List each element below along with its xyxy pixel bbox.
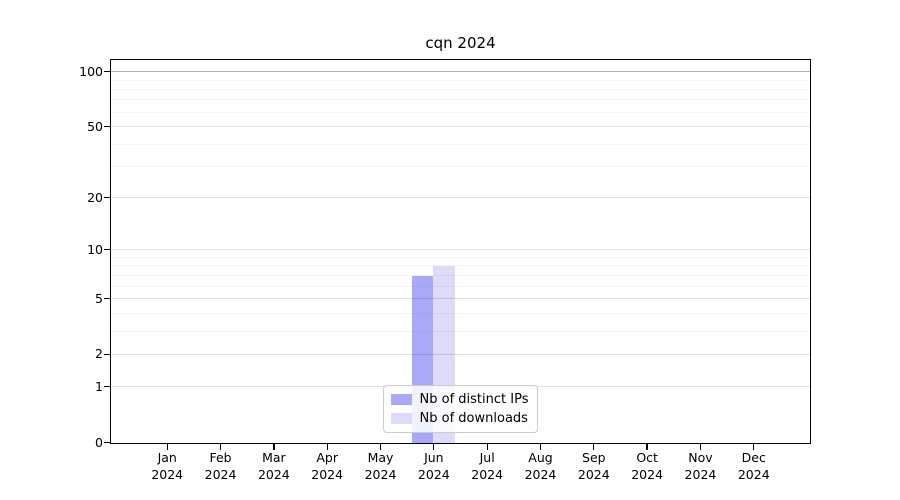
x-axis-tick-label-apr: Apr 2024 [297, 450, 357, 483]
x-axis-tick-label-mar: Mar 2024 [244, 450, 304, 483]
x-axis-tick [699, 444, 702, 450]
x-axis-tick [326, 444, 328, 450]
x-axis-tick-label-jun: Jun 2024 [404, 450, 464, 483]
legend-swatch-distinct-ips [390, 394, 412, 405]
x-axis-tick [219, 444, 222, 450]
plot-area: Nb of distinct IPs Nb of downloads [110, 59, 811, 444]
minor-gridline [111, 256, 810, 258]
minor-gridline [111, 312, 810, 314]
minor-gridline [111, 274, 810, 276]
x-axis-tick-label-oct: Oct 2024 [617, 450, 677, 483]
minor-gridline [111, 111, 810, 113]
y-axis-tick-label: 0 [95, 434, 103, 450]
x-axis-tick [433, 444, 435, 450]
major-gridline [111, 126, 810, 128]
x-axis-tick-year: 2024 [204, 466, 237, 482]
x-axis-tick-label-dec: Dec 2024 [724, 450, 784, 483]
y-axis-tick [103, 249, 110, 251]
minor-gridline [111, 88, 810, 90]
x-axis-tick-year: 2024 [151, 466, 184, 482]
y-axis-tick-label: 2 [95, 346, 103, 362]
legend-swatch-downloads [390, 413, 412, 424]
x-axis-tick-year: 2024 [684, 466, 717, 482]
legend-label-downloads: Nb of downloads [419, 411, 528, 426]
chart-title: cqn 2024 [425, 34, 496, 52]
legend-item-distinct-ips: Nb of distinct IPs [390, 390, 529, 409]
x-axis-tick-label-aug: Aug 2024 [510, 450, 570, 483]
major-gridline [111, 249, 810, 251]
minor-gridline [111, 166, 810, 168]
x-axis-tick-year: 2024 [257, 466, 290, 482]
major-gridline [111, 197, 810, 199]
major-gridline [111, 71, 810, 73]
y-axis-tick [103, 441, 110, 444]
x-axis-tick-label-sep: Sep 2024 [564, 450, 624, 483]
major-gridline [111, 298, 810, 299]
x-axis-tick-label-may: May 2024 [351, 450, 411, 483]
x-axis-tick [166, 444, 168, 450]
x-axis-tick [646, 444, 648, 450]
y-axis-tick-label: 10 [87, 241, 103, 257]
minor-gridline [111, 330, 810, 332]
x-axis-tick-year: 2024 [311, 466, 344, 482]
y-axis-tick [103, 125, 110, 128]
minor-gridline [111, 265, 810, 267]
x-axis-tick-year: 2024 [737, 466, 770, 482]
y-axis-tick-label: 20 [87, 189, 103, 205]
y-axis-tick [103, 197, 110, 199]
x-axis-tick-label-jan: Jan 2024 [137, 450, 197, 483]
x-axis-tick [539, 444, 542, 450]
x-axis-tick [379, 444, 382, 450]
x-axis-tick-year: 2024 [577, 466, 610, 482]
x-axis-tick-label-jul: Jul 2024 [457, 450, 517, 483]
x-axis-tick-year: 2024 [631, 466, 664, 482]
y-axis-tick [103, 297, 110, 300]
x-axis-tick-label-nov: Nov 2024 [670, 450, 730, 483]
minor-gridline [111, 143, 810, 145]
legend-item-downloads: Nb of downloads [390, 409, 529, 428]
x-axis-tick [593, 444, 595, 450]
x-axis-tick-year: 2024 [524, 466, 557, 482]
y-axis-tick [103, 70, 110, 73]
x-axis-tick-label-feb: Feb 2024 [191, 450, 251, 483]
x-axis-tick-year: 2024 [471, 466, 504, 482]
x-axis-tick-year: 2024 [364, 466, 397, 482]
y-axis-tick-label: 1 [95, 378, 103, 394]
y-axis-tick-label: 50 [87, 118, 103, 134]
legend-label-distinct-ips: Nb of distinct IPs [419, 392, 529, 407]
major-gridline [111, 353, 810, 355]
minor-gridline [111, 285, 810, 287]
minor-gridline [111, 79, 810, 81]
y-axis-tick-label: 5 [95, 290, 103, 306]
x-axis-tick [273, 444, 275, 450]
x-axis-tick-year: 2024 [417, 466, 450, 482]
y-axis-tick [103, 386, 110, 388]
y-axis-tick-label: 100 [79, 63, 103, 79]
x-axis-tick [486, 444, 488, 450]
x-axis-tick [753, 444, 755, 450]
minor-gridline [111, 99, 810, 101]
legend: Nb of distinct IPs Nb of downloads [382, 385, 539, 433]
y-axis-tick [103, 353, 110, 355]
